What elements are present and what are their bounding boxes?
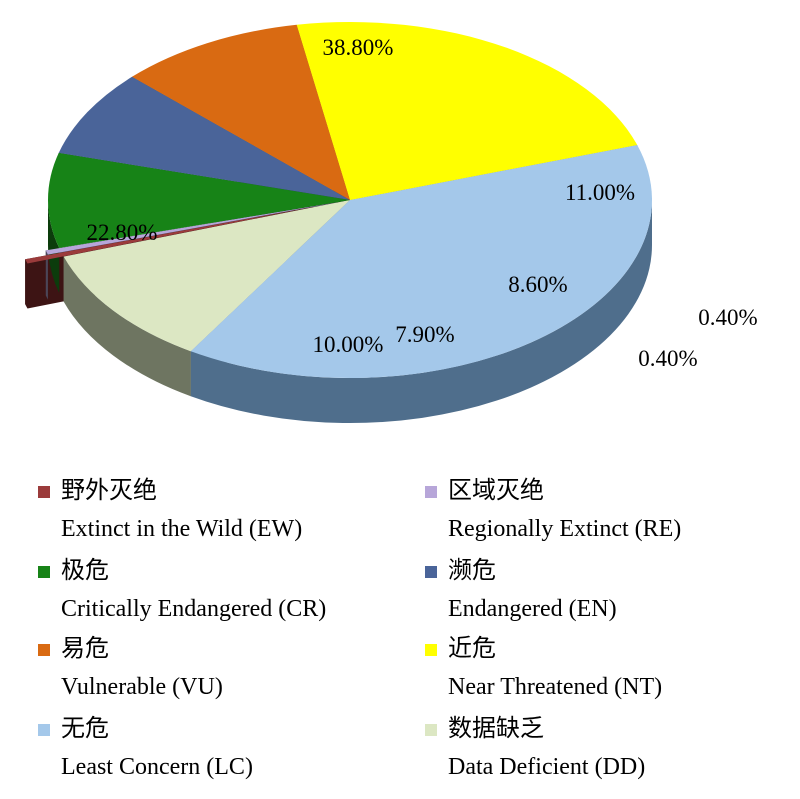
- pie-labels: 38.80% 11.00% 0.40%0.40% 8.60% 7.90% 10.00% 22…: [87, 35, 758, 371]
- legend-swatch-vu: [38, 644, 50, 656]
- slice-label-critically-endangered-cr: 8.60%: [508, 272, 567, 297]
- slice-label-regionally-extinct-re: 0.40%: [638, 346, 697, 371]
- slice-label-least-concern-lc: 38.80%: [323, 35, 394, 60]
- slice-side-regionally-extinct-re: [45, 250, 48, 300]
- legend-swatch-nt: [425, 644, 437, 656]
- legend-label-zh-en: 濒危: [448, 558, 496, 584]
- legend-label-zh-re: 区域灭绝: [448, 478, 544, 504]
- legend-label-en-ew: Extinct in the Wild (EW): [61, 516, 303, 542]
- slice-label-endangered-en: 7.90%: [395, 322, 454, 347]
- legend-label-en-vu: Vulnerable (VU): [61, 674, 223, 700]
- legend-label-zh-dd: 数据缺乏: [448, 716, 544, 742]
- legend-label-en-re: Regionally Extinct (RE): [448, 516, 682, 542]
- legend-label-en-dd: Data Deficient (DD): [448, 754, 646, 780]
- legend-label-en-cr: Critically Endangered (CR): [61, 596, 327, 622]
- pie-chart: 38.80% 11.00% 0.40%0.40% 8.60% 7.90% 10.00% 22…: [25, 22, 758, 423]
- legend-swatch-cr: [38, 566, 50, 578]
- slice-data-deficient-dd: [63, 200, 350, 352]
- slice-least-concern-lc: [190, 144, 652, 378]
- slice-label-extinct-in-the-wild-ew: 0.40%: [698, 305, 757, 330]
- legend-label-zh-vu: 易危: [61, 636, 109, 662]
- slice-label-vulnerable-vu: 10.00%: [313, 332, 384, 357]
- pie-tops: [25, 22, 652, 378]
- slice-side-data-deficient-dd: [63, 256, 191, 397]
- legend-label-en-en: Endangered (EN): [448, 596, 617, 622]
- legend-label-zh-ew: 野外灭绝: [61, 478, 157, 504]
- slice-label-data-deficient-dd: 11.00%: [565, 180, 635, 205]
- legend-label-en-lc: Least Concern (LC): [61, 754, 253, 780]
- slice-label-near-threatened-nt: 22.80%: [87, 220, 158, 245]
- legend-swatch-en: [425, 566, 437, 578]
- slice-regionally-extinct-re: [45, 202, 337, 255]
- slice-extinct-in-the-wild-ew: [25, 206, 314, 264]
- legend-label-zh-lc: 无危: [61, 716, 109, 742]
- legend-label-zh-cr: 极危: [61, 558, 109, 584]
- legend-label-zh-nt: 近危: [448, 636, 496, 662]
- slice-side-least-concern-lc: [190, 200, 652, 423]
- slice-side-extinct-in-the-wild-ew: [25, 259, 28, 309]
- legend-swatch-ew: [38, 486, 50, 498]
- slice-endangered-en: [58, 76, 351, 200]
- legend-label-en-nt: Near Threatened (NT): [448, 674, 663, 700]
- legend-swatch-lc: [38, 724, 50, 736]
- legend: 野外灭绝 Extinct in the Wild (EW) 区域灭绝 Regio…: [0, 476, 800, 796]
- slice-side-critically-endangered-cr: [48, 200, 60, 294]
- slice-vulnerable-vu: [132, 24, 350, 200]
- legend-swatch-re: [425, 486, 437, 498]
- slice-near-threatened-nt: [296, 22, 638, 200]
- slice-critically-endangered-cr: [48, 152, 351, 249]
- legend-swatch-dd: [425, 724, 437, 736]
